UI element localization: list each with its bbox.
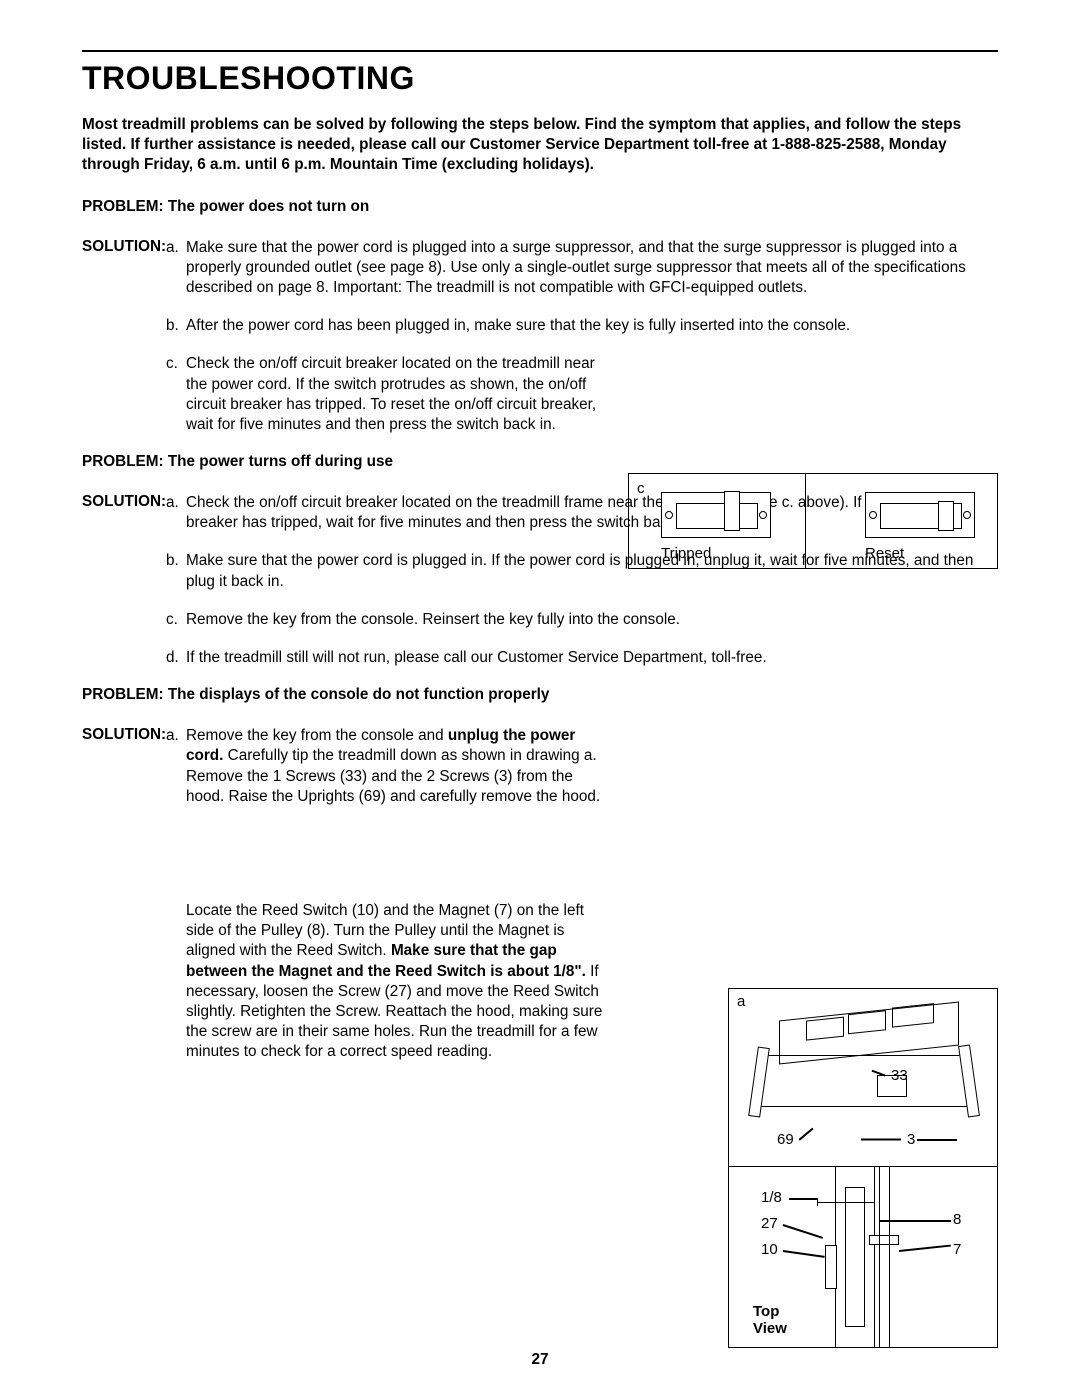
top-view-text: TopView [753,1303,787,1337]
reed-switch [825,1245,837,1289]
solution-item: c. Check the on/off circuit breaker loca… [186,354,606,435]
solution-item: d. If the treadmill still will not run, … [186,648,998,668]
leader-line [783,1224,823,1238]
breaker-caption-reset: Reset [865,545,904,562]
item-text: If the treadmill still will not run, ple… [186,649,767,666]
item-letter: b. [166,551,179,571]
leader-line [789,1198,817,1200]
intro-paragraph: Most treadmill problems can be solved by… [82,115,998,176]
grill-icon [892,1003,934,1027]
breaker-panel-reset [865,492,975,538]
grill-icon [806,1017,844,1041]
problem-heading-1: PROBLEM: The power does not turn on [82,198,998,216]
item-text: Check the on/off circuit breaker located… [186,355,596,433]
leader-line [783,1250,825,1257]
figure-divider [805,474,806,568]
solution-item: a. Make sure that the power cord is plug… [186,238,998,299]
callout-7: 7 [953,1241,961,1258]
treadmill-drawing [759,1015,969,1125]
callout-gap: 1/8 [761,1189,782,1206]
solution-item: c. Remove the key from the console. Rein… [186,610,998,630]
breaker-panel-tripped [661,492,771,538]
solution-label: SOLUTION: [82,493,166,511]
page-number: 27 [0,1351,1080,1369]
belt-edge [889,1166,998,1348]
callout-33: 33 [891,1067,908,1084]
problem-heading-3: PROBLEM: The displays of the console do … [82,686,998,704]
grill-icon [848,1010,886,1034]
item-letter: a. [166,726,179,746]
solution-item: b. After the power cord has been plugged… [186,316,998,336]
breaker-switch-reset [938,501,954,531]
item-text: After the power cord has been plugged in… [186,317,850,334]
item-text-post: Carefully tip the treadmill down as show… [186,747,600,804]
manual-page: TROUBLESHOOTING Most treadmill problems … [0,0,1080,1397]
item-text: Make sure that the power cord is plugged… [186,239,966,296]
item-text: Remove the key from the console. Reinser… [186,611,680,628]
treadmill-deck [759,1055,969,1107]
breaker-slot [676,503,758,529]
screw-icon [759,511,767,519]
callout-3: 3 [907,1131,915,1148]
item-letter: d. [166,648,179,668]
item-letter: c. [166,610,178,630]
screw-icon [869,511,877,519]
page-title: TROUBLESHOOTING [82,60,998,97]
screw-icon [963,511,971,519]
top-view-label: TopView [753,1303,787,1338]
solution-item: a. Remove the key from the console and u… [186,726,606,807]
solution-block-1: SOLUTION: a. Make sure that the power co… [82,238,998,436]
circuit-breaker-figure: c Tripped Reset [628,473,998,569]
figure-label-c: c [637,480,645,497]
item-letter: a. [166,493,179,513]
item-letter: b. [166,316,179,336]
screw-icon [665,511,673,519]
solution-item: Locate the Reed Switch (10) and the Magn… [186,901,606,1063]
breaker-switch-tripped [724,491,740,531]
rule-top [82,50,998,52]
leader-line [917,1139,957,1141]
breaker-caption-tripped: Tripped [661,545,711,562]
leader-line [799,1128,814,1141]
solution-label: SOLUTION: [82,726,166,744]
solution-label: SOLUTION: [82,238,166,256]
figure-label-a: a [737,993,745,1010]
pulley-inner [845,1187,865,1327]
callout-10: 10 [761,1241,778,1258]
leader-line [861,1139,901,1141]
treadmill-figure: a 33 69 3 [728,988,998,1348]
problem-heading-2: PROBLEM: The power turns off during use [82,453,998,471]
figure-box-top: a 33 69 3 [728,988,998,1166]
leader-line [879,1220,951,1222]
item-text-pre: Remove the key from the console and [186,727,448,744]
gap-indicator [817,1197,875,1207]
callout-69: 69 [777,1131,794,1148]
item-letter: a. [166,238,179,258]
figure-box-bottom: 1/8 27 10 8 7 TopView [728,1166,998,1348]
callout-8: 8 [953,1211,961,1228]
callout-27: 27 [761,1215,778,1232]
item-letter: c. [166,354,178,374]
